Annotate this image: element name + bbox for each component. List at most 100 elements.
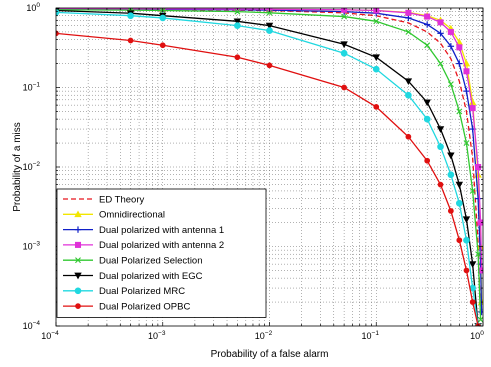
y-tick-label-exponent: 0 [36, 2, 40, 9]
legend-item: Omnidirectional [63, 210, 165, 221]
data-point [234, 8, 241, 15]
x-tick-label-base: 10 [148, 331, 158, 341]
legend-label: Dual Polarized OPBC [99, 301, 190, 312]
x-tick-label: 10−3 [148, 330, 166, 341]
data-point [456, 108, 463, 115]
x-tick-label: 100 [470, 330, 484, 341]
legend-item: Dual polarized with antenna 2 [63, 240, 224, 251]
data-point [456, 44, 463, 51]
y-tick-label-base: 10 [26, 3, 36, 13]
marker-stroke [463, 140, 470, 147]
data-point [341, 8, 348, 13]
legend-item: Dual Polarized OPBC [63, 301, 190, 312]
marker-stroke [373, 18, 380, 25]
marker-stroke [475, 251, 482, 258]
data-point [423, 99, 431, 107]
data-point [447, 152, 455, 160]
data-point [462, 216, 471, 224]
data-point [463, 68, 470, 75]
data-point [437, 30, 444, 37]
data-point [456, 237, 463, 244]
data-point [463, 140, 470, 147]
data-point [475, 251, 482, 258]
legend-label: ED Theory [99, 194, 144, 205]
y-axis-label: Probability of a miss [12, 122, 23, 211]
data-point [405, 9, 412, 16]
series-line [56, 9, 482, 320]
x-tick-label-base: 10 [470, 331, 480, 341]
data-point [159, 14, 167, 22]
data-point [423, 21, 431, 28]
data-point [372, 54, 380, 62]
data-point [56, 9, 60, 16]
data-point [448, 208, 454, 214]
data-point [340, 49, 348, 57]
x-tick-label-base: 10 [41, 331, 51, 341]
y-tick-label-base: 10 [23, 162, 33, 172]
data-point [455, 199, 463, 207]
data-point [463, 267, 470, 274]
y-tick-label: 100 [26, 2, 40, 13]
x-tick-label: 10−1 [362, 330, 380, 341]
data-point [456, 60, 463, 67]
x-tick-label: 10−2 [255, 330, 273, 341]
data-point [341, 84, 347, 91]
legend-marker [74, 226, 82, 233]
data-point [436, 126, 445, 133]
marker-stroke [469, 187, 476, 194]
x-tick-label-exponent: −2 [265, 330, 273, 337]
data-point [424, 13, 431, 20]
legend-item: Dual Polarized MRC [63, 286, 185, 297]
x-tick-label-exponent: −3 [158, 330, 166, 337]
legend-marker [74, 272, 82, 280]
data-point [233, 18, 242, 26]
marker-stroke [341, 13, 348, 20]
y-tick-label-base: 10 [23, 242, 33, 252]
legend-label: Dual Polarized MRC [99, 286, 185, 297]
data-point [405, 133, 412, 140]
legend-item: Dual Polarized Selection [63, 256, 203, 267]
data-point [477, 219, 483, 226]
marker-stroke [437, 60, 444, 67]
marker-stroke [477, 316, 483, 323]
data-point [372, 65, 380, 73]
data-point [478, 308, 483, 316]
data-point [234, 54, 241, 61]
legend-label: Omnidirectional [99, 210, 165, 221]
data-point [437, 19, 444, 26]
x-tick-label-base: 10 [255, 331, 265, 341]
data-point [447, 81, 454, 88]
legend-marker [74, 210, 82, 218]
data-point [265, 22, 274, 30]
y-tick-label-exponent: −3 [33, 241, 41, 248]
y-tick-label-exponent: −4 [33, 320, 41, 327]
data-point [455, 181, 464, 189]
data-point [477, 316, 483, 323]
data-point [127, 37, 134, 44]
x-tick-label-base: 10 [362, 331, 372, 341]
y-tick-label: 10−1 [23, 82, 41, 93]
data-point [266, 27, 273, 34]
series-6 [56, 9, 482, 326]
data-point [463, 236, 470, 244]
legend-item: ED Theory [63, 194, 144, 205]
marker-stroke [234, 8, 241, 15]
legend-marker [75, 303, 81, 309]
data-point [474, 195, 482, 202]
legend-marker [74, 241, 82, 248]
data-point [463, 87, 470, 95]
y-tick-label-base: 10 [23, 321, 33, 331]
marker-stroke [405, 28, 412, 35]
data-point [447, 28, 454, 35]
legend-marker [75, 257, 81, 264]
y-tick-label: 10−4 [23, 320, 41, 331]
data-point [424, 42, 431, 49]
marker-stroke [266, 9, 273, 16]
marker-stroke [456, 108, 463, 115]
y-tick-label-exponent: −2 [33, 161, 41, 168]
data-point [469, 299, 476, 305]
data-point [447, 43, 455, 50]
y-tick-label-base: 10 [23, 83, 33, 93]
